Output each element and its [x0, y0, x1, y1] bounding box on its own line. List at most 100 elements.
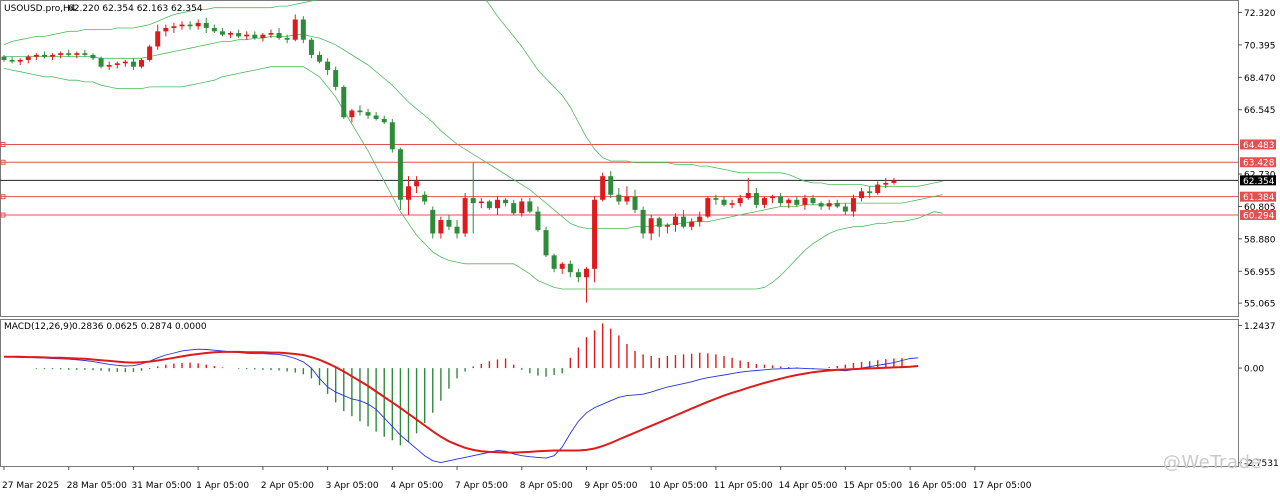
candle [494, 196, 500, 215]
candle [66, 49, 72, 57]
price-level-handle [0, 194, 6, 200]
candle-body [244, 34, 250, 37]
candle-body [778, 196, 784, 204]
watermark-logo: @WeTrade [1162, 452, 1262, 473]
candle-body [802, 198, 808, 205]
price-axis-label: 72.320 [1244, 9, 1276, 19]
candle-body [818, 203, 824, 207]
macd-axis-label: -2.7531 [1244, 459, 1279, 469]
candle-body [713, 198, 719, 200]
candle [770, 194, 776, 204]
candle-body [527, 201, 533, 212]
candle-body [171, 26, 177, 28]
candle [268, 29, 274, 39]
candle-body [583, 268, 589, 278]
candle [114, 61, 120, 69]
candle-body [82, 53, 88, 55]
candle-body [308, 39, 314, 55]
candle [406, 176, 411, 215]
candle-body [486, 201, 492, 209]
price-axis-label: 58.880 [1244, 235, 1276, 245]
candle [397, 147, 403, 210]
candle [462, 193, 468, 237]
candle-body [672, 216, 678, 226]
candle [171, 22, 177, 34]
candle-body [624, 196, 630, 202]
candle [163, 24, 169, 37]
macd-panel-frame [0, 319, 1239, 467]
candle-body [58, 53, 64, 55]
candle-body [559, 263, 565, 269]
candle-body [810, 198, 816, 204]
price-level-tag [1240, 139, 1276, 150]
candle [486, 199, 492, 210]
candle [130, 58, 136, 71]
candle [656, 216, 662, 237]
candle-body [252, 34, 258, 39]
time-axis-label: 27 Mar 2025 [2, 481, 59, 491]
candle [106, 61, 112, 71]
candle [470, 162, 476, 234]
candle-body [761, 198, 767, 205]
candle-body [292, 19, 298, 40]
current-price-tag-label: 62.354 [1243, 177, 1275, 187]
price-axis-label: 66.545 [1244, 106, 1276, 116]
candle-body [689, 221, 695, 227]
price-axis-label: 55.065 [1244, 300, 1276, 310]
candle [737, 194, 743, 207]
candle-body [66, 53, 72, 55]
time-axis-label: 7 Apr 05:00 [455, 481, 508, 491]
candle-body [770, 196, 776, 199]
candle-body [608, 176, 614, 195]
candle-body [648, 218, 654, 234]
candle [414, 176, 420, 194]
candle [211, 24, 217, 34]
candle [82, 49, 88, 57]
candle [195, 19, 201, 30]
candle [139, 58, 145, 69]
candle [875, 181, 881, 195]
candle [430, 206, 436, 239]
candle-body [422, 194, 428, 202]
candle-body [1, 56, 7, 60]
candle-body [187, 24, 193, 27]
candle-body [268, 33, 274, 35]
candle-body [753, 193, 759, 205]
candle [17, 58, 23, 66]
price-level-tag-label: 64.483 [1243, 141, 1275, 151]
time-axis-label: 8 Apr 05:00 [520, 481, 573, 491]
candle [219, 27, 225, 37]
candle [592, 196, 598, 283]
candle [697, 211, 703, 227]
candle [624, 186, 630, 205]
chart-ohlc-values: 62.220 62.354 62.163 62.354 [68, 4, 203, 14]
price-axis-label: 60.805 [1244, 203, 1276, 213]
candle-body [341, 86, 347, 118]
time-axis-label: 14 Apr 05:00 [779, 481, 838, 491]
price-level-handle [0, 159, 6, 165]
candle [600, 172, 606, 202]
candle [729, 199, 735, 209]
candle-body [503, 199, 509, 204]
candle [478, 198, 484, 209]
macd-indicator-label: MACD(12,26,9) [4, 322, 72, 332]
candle-body [543, 230, 549, 256]
candle-body [219, 31, 225, 35]
candle-body [381, 118, 387, 123]
candle [648, 214, 654, 241]
price-level-tag [1240, 191, 1276, 202]
candle [25, 54, 31, 64]
candle-body [535, 211, 541, 231]
candle-body [697, 216, 703, 222]
candle-body [155, 31, 161, 47]
candle-body [276, 33, 282, 39]
candle [519, 198, 525, 217]
candle [583, 267, 589, 303]
price-level-handle [0, 141, 6, 147]
candle-body [867, 191, 873, 194]
candle-body [462, 198, 468, 234]
candle [786, 198, 792, 209]
candle-body [664, 225, 670, 227]
